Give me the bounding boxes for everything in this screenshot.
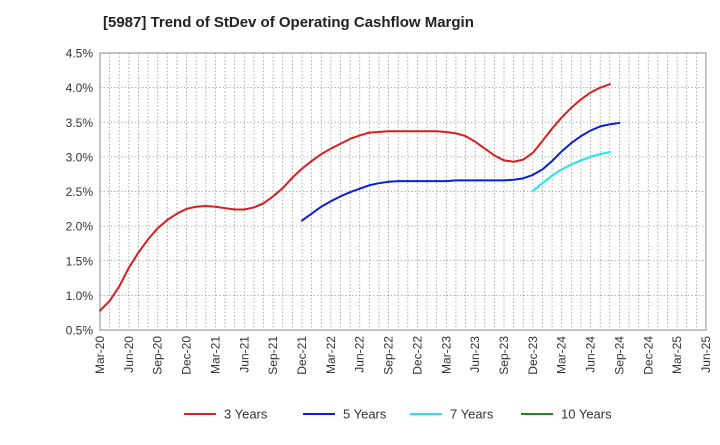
x-tick-label: Mar-23: [439, 336, 453, 374]
x-tick-label: Mar-20: [93, 336, 107, 374]
x-tick-label: Jun-23: [468, 336, 482, 373]
x-tick-label: Jun-25: [699, 336, 713, 373]
legend-label: 5 Years: [343, 407, 387, 422]
legend-item: 3 Years: [184, 407, 268, 422]
x-tick-label: Sep-20: [151, 336, 165, 375]
legend-label: 10 Years: [561, 407, 612, 422]
y-tick-label: 3.5%: [66, 116, 94, 130]
series-line-3-years: [99, 83, 611, 312]
x-tick-label: Dec-21: [295, 336, 309, 375]
x-tick-label: Sep-22: [382, 336, 396, 375]
x-tick-label: Dec-23: [526, 336, 540, 375]
x-tick-label: Dec-20: [180, 336, 194, 375]
y-tick-label: 2.0%: [66, 220, 94, 234]
series-line-7-years: [531, 151, 611, 192]
x-tick-label: Sep-23: [497, 336, 511, 375]
x-tick-label: Jun-20: [122, 336, 136, 373]
x-tick-label: Sep-24: [612, 336, 626, 375]
horizontal-gridlines: [100, 87, 706, 296]
y-axis-labels: 0.5% 1.0% 1.5% 2.0% 2.5% 3.0% 3.5% 4.0% 4.5%: [66, 47, 94, 338]
x-tick-label: Mar-21: [208, 336, 222, 374]
y-tick-label: 1.5%: [66, 254, 94, 268]
series-line-5-years: [301, 121, 621, 222]
legend-item: 10 Years: [521, 407, 612, 422]
y-tick-label: 1.0%: [66, 289, 94, 303]
x-tick-label: Mar-24: [555, 336, 569, 374]
plot-frame: [99, 52, 707, 331]
x-tick-label: Dec-22: [410, 336, 424, 375]
legend-label: 3 Years: [224, 407, 268, 422]
chart-title: [5987] Trend of StDev of Operating Cashf…: [103, 14, 474, 31]
legend: 3 Years 5 Years 7 Years 10 Years: [184, 407, 612, 422]
legend-label: 7 Years: [450, 407, 494, 422]
x-tick-label: Jun-24: [584, 336, 598, 373]
legend-item: 7 Years: [410, 407, 494, 422]
y-tick-label: 0.5%: [66, 324, 94, 338]
x-tick-label: Dec-24: [641, 336, 655, 375]
y-tick-label: 3.0%: [66, 150, 94, 164]
x-axis-labels: Mar-20 Jun-20 Sep-20 Dec-20 Mar-21 Jun-21 Sep-…: [93, 336, 713, 375]
y-tick-label: 2.5%: [66, 185, 94, 199]
x-tick-label: Jun-22: [353, 336, 367, 373]
y-tick-label: 4.0%: [66, 81, 94, 95]
x-tick-label: Sep-21: [266, 336, 280, 375]
y-tick-label: 4.5%: [66, 47, 94, 61]
legend-item: 5 Years: [303, 407, 387, 422]
x-tick-label: Mar-25: [670, 336, 684, 374]
x-tick-label: Jun-21: [237, 336, 251, 373]
x-tick-label: Mar-22: [324, 336, 338, 374]
vertical-gridlines: [109, 53, 697, 330]
